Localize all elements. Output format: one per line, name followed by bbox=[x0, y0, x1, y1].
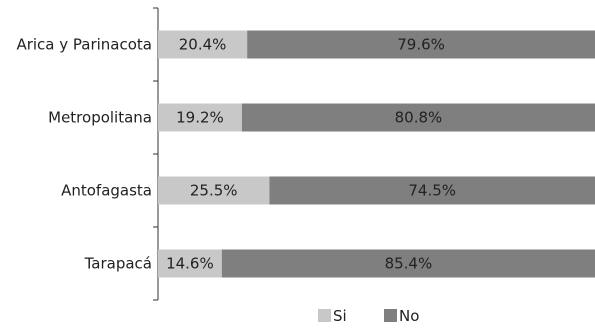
data-label: 79.6% bbox=[397, 36, 445, 54]
category-label: Antofagasta bbox=[61, 182, 152, 200]
legend-swatch-no bbox=[384, 309, 397, 322]
data-label: 74.5% bbox=[408, 182, 456, 200]
bar-no-3 bbox=[221, 249, 595, 278]
legend-label-no: No bbox=[399, 307, 419, 325]
data-label: 25.5% bbox=[190, 182, 238, 200]
data-label: 14.6% bbox=[166, 255, 214, 273]
data-label: 80.8% bbox=[395, 109, 443, 127]
category-label: Arica y Parinacota bbox=[16, 36, 152, 54]
data-label: 20.4% bbox=[179, 36, 227, 54]
bar-si-0 bbox=[158, 30, 248, 59]
legend-swatch-si bbox=[318, 309, 331, 322]
bar-si-3 bbox=[158, 249, 222, 278]
bar-no-2 bbox=[269, 176, 595, 205]
data-label: 85.4% bbox=[385, 255, 433, 273]
bar-si-2 bbox=[158, 176, 270, 205]
bar-no-0 bbox=[247, 30, 595, 59]
legend-label-si: Si bbox=[333, 307, 347, 325]
category-label: Tarapacá bbox=[84, 255, 152, 273]
data-label: 19.2% bbox=[176, 109, 224, 127]
bar-si-1 bbox=[158, 103, 242, 132]
bar-no-1 bbox=[241, 103, 595, 132]
category-label: Metropolitana bbox=[48, 109, 152, 127]
